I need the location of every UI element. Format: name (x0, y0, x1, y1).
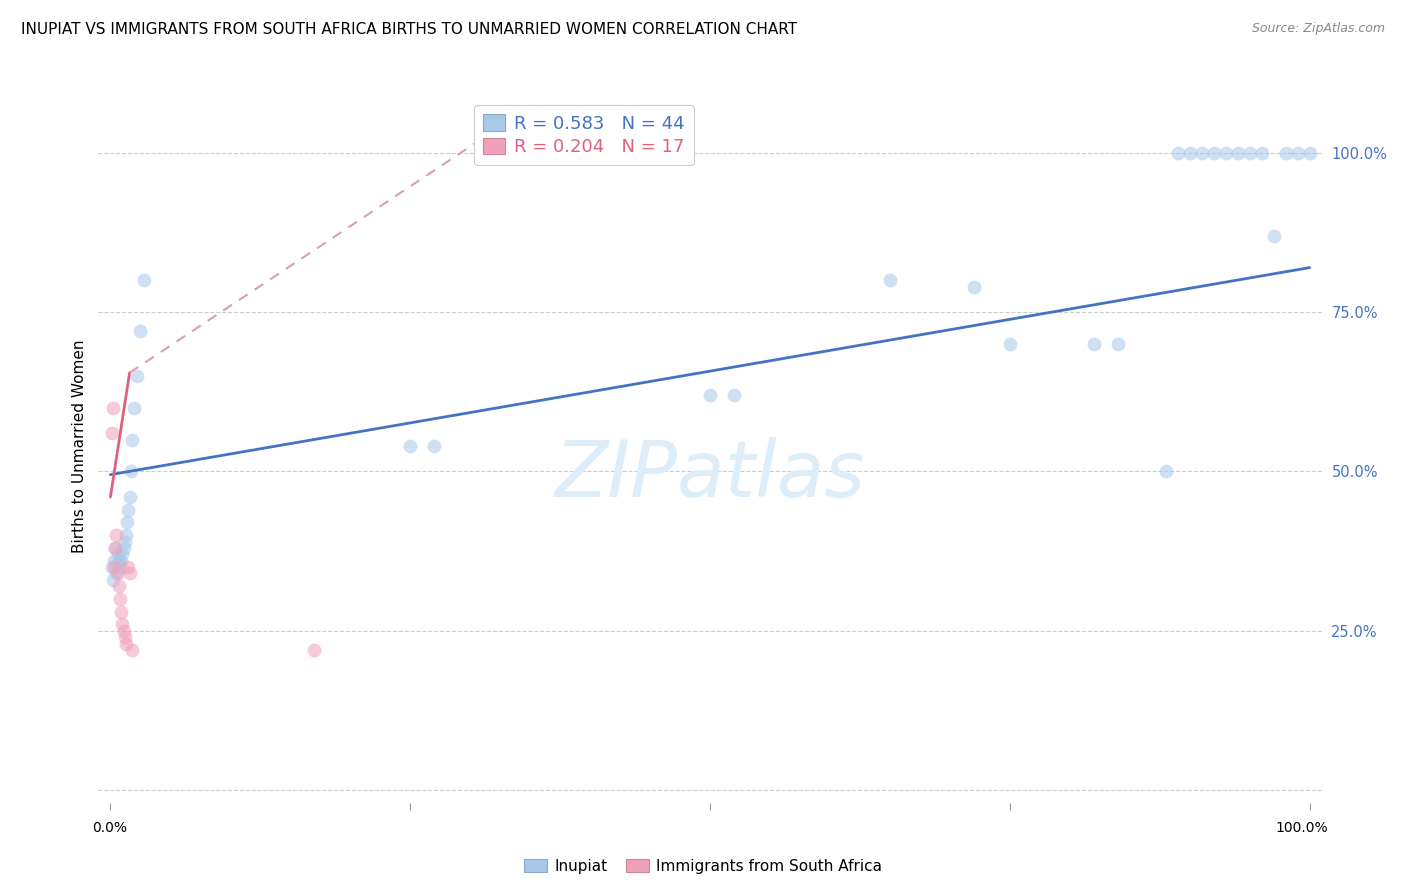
Point (100, 560, 122, 574)
Point (1083, 337, 1105, 351)
Point (121, 643, 143, 657)
Point (1286, 145, 1309, 160)
Text: Source: ZipAtlas.com: Source: ZipAtlas.com (1251, 22, 1385, 36)
Point (115, 636, 138, 650)
Point (115, 528, 138, 542)
Text: ZIPatlas: ZIPatlas (554, 436, 866, 513)
Point (125, 368, 148, 383)
Point (1298, 145, 1320, 160)
Point (111, 617, 134, 632)
Point (117, 560, 139, 574)
Point (104, 541, 127, 555)
Point (103, 554, 125, 568)
Text: 100.0%: 100.0% (1275, 821, 1327, 835)
Point (104, 541, 127, 555)
Point (699, 388, 721, 402)
Point (1107, 337, 1129, 351)
Point (132, 273, 155, 287)
Point (121, 433, 143, 447)
Point (117, 502, 139, 516)
Point (423, 439, 446, 453)
Point (108, 579, 131, 593)
Point (1178, 145, 1201, 160)
Point (304, 643, 326, 657)
Point (723, 388, 745, 402)
Point (1250, 145, 1272, 160)
Point (112, 541, 135, 555)
Point (1154, 465, 1177, 479)
Point (101, 401, 124, 415)
Point (114, 534, 136, 549)
Point (129, 324, 152, 338)
Point (105, 528, 128, 542)
Text: INUPIAT VS IMMIGRANTS FROM SOUTH AFRICA BIRTHS TO UNMARRIED WOMEN CORRELATION CH: INUPIAT VS IMMIGRANTS FROM SOUTH AFRICA … (21, 22, 797, 37)
Point (108, 591, 131, 606)
Point (399, 439, 422, 453)
Point (118, 490, 141, 504)
Point (100, 426, 122, 441)
Point (114, 630, 136, 644)
Legend: Inupiat, Immigrants from South Africa: Inupiat, Immigrants from South Africa (517, 853, 889, 880)
Point (110, 554, 132, 568)
Point (1274, 145, 1296, 160)
Point (998, 337, 1021, 351)
Point (107, 566, 129, 581)
Point (105, 566, 128, 581)
Legend: R = 0.583   N = 44, R = 0.204   N = 17: R = 0.583 N = 44, R = 0.204 N = 17 (474, 105, 693, 165)
Point (124, 401, 146, 415)
Point (108, 554, 131, 568)
Point (1202, 145, 1225, 160)
Y-axis label: Births to Unmarried Women: Births to Unmarried Women (72, 339, 87, 553)
Point (120, 465, 142, 479)
Point (1263, 228, 1285, 243)
Point (115, 516, 138, 530)
Point (111, 547, 134, 561)
Point (110, 605, 132, 619)
Text: 0.0%: 0.0% (93, 821, 128, 835)
Point (1167, 145, 1189, 160)
Point (879, 273, 901, 287)
Point (107, 547, 129, 561)
Point (963, 279, 986, 293)
Point (112, 624, 135, 638)
Point (108, 560, 131, 574)
Point (1191, 145, 1213, 160)
Point (1239, 145, 1261, 160)
Point (101, 573, 124, 587)
Point (1215, 145, 1237, 160)
Point (118, 566, 141, 581)
Point (1226, 145, 1249, 160)
Point (103, 560, 125, 574)
